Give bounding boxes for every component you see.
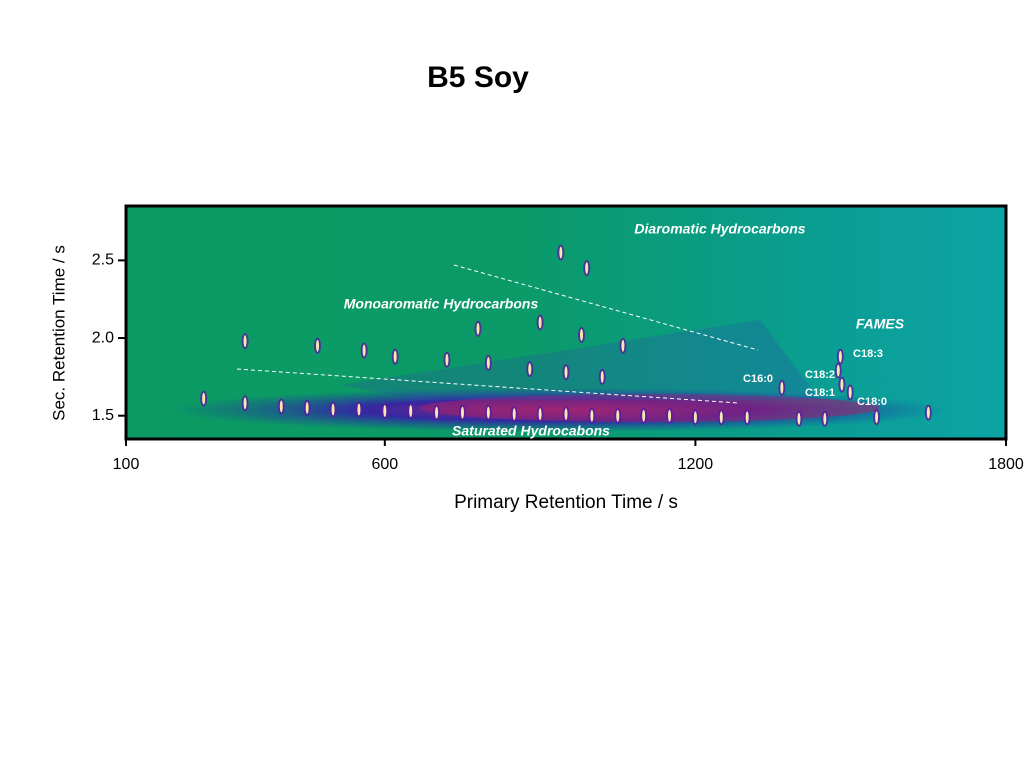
y-tick-label: 2.5	[92, 252, 114, 269]
annotation: Saturated Hydrocabons	[452, 423, 610, 439]
annotations: Diaromatic Hydrocarbons Monoaromatic Hydr…	[344, 221, 905, 439]
annotation: C18:2	[805, 369, 835, 381]
peak	[316, 339, 320, 352]
x-tick-label: 600	[371, 456, 398, 473]
peak	[357, 403, 361, 416]
annotation: Monoaromatic Hydrocarbons	[344, 296, 539, 312]
peak	[435, 406, 439, 419]
peak	[383, 405, 387, 418]
peak	[823, 412, 827, 425]
peaks	[200, 244, 932, 427]
chart-title: B5 Soy	[427, 61, 529, 94]
annotation: FAMES	[856, 316, 905, 332]
peak	[445, 353, 449, 366]
plot-frame	[124, 204, 1008, 441]
peak	[362, 344, 366, 357]
peak	[616, 409, 620, 422]
peak	[600, 370, 604, 383]
peak	[460, 406, 464, 419]
peak	[745, 411, 749, 424]
x-tick-label: 1800	[988, 456, 1024, 473]
y-axis-label: Sec. Retention Time / s	[49, 245, 68, 421]
peak	[243, 397, 247, 410]
axes: 100 600 1200 1800 1.5 2.0 2.5	[92, 252, 1024, 474]
peak	[840, 378, 844, 391]
peak	[590, 409, 594, 422]
peak	[693, 411, 697, 424]
peak	[528, 363, 532, 376]
peak	[538, 408, 542, 421]
annotation: C18:0	[857, 396, 887, 408]
plot-area	[126, 206, 1006, 439]
peak	[393, 350, 397, 363]
band-core	[420, 394, 880, 422]
peak	[538, 316, 542, 329]
x-tick-label: 100	[113, 456, 140, 473]
x-axis-label: Primary Retention Time / s	[454, 492, 678, 513]
aromatic-region	[340, 320, 820, 400]
peak	[621, 339, 625, 352]
peak	[642, 409, 646, 422]
x-tick-label: 1200	[678, 456, 714, 473]
peak	[719, 411, 723, 424]
peak	[668, 409, 672, 422]
peak	[585, 262, 589, 275]
peak	[797, 412, 801, 425]
y-tick-label: 1.5	[92, 407, 114, 424]
peak	[305, 401, 309, 414]
divider	[453, 264, 759, 351]
peak	[780, 381, 784, 394]
peak	[512, 408, 516, 421]
peak	[564, 408, 568, 421]
peak	[409, 405, 413, 418]
peak	[331, 403, 335, 416]
peak	[279, 400, 283, 413]
peak	[848, 386, 852, 399]
peak	[486, 356, 490, 369]
peak	[559, 246, 563, 259]
peak	[875, 411, 879, 424]
peak	[836, 364, 840, 377]
peak	[486, 406, 490, 419]
y-tick-label: 2.0	[92, 329, 114, 346]
peak	[564, 366, 568, 379]
annotation: C18:3	[853, 348, 883, 360]
annotation: C18:1	[805, 387, 835, 399]
annotation: C16:0	[743, 373, 773, 385]
peak	[476, 322, 480, 335]
peak	[580, 328, 584, 341]
annotation: Diaromatic Hydrocarbons	[634, 221, 805, 237]
peak	[926, 406, 930, 419]
peak	[202, 392, 206, 405]
peak	[243, 335, 247, 348]
peak	[838, 350, 842, 363]
